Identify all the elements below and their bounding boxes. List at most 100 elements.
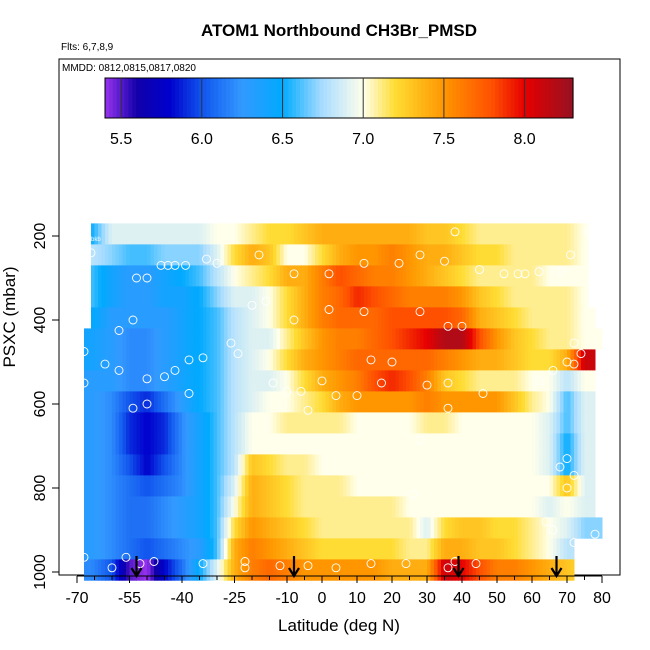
heatmap-cell [318, 454, 323, 476]
heatmap-cell [94, 433, 99, 455]
heatmap-cell [514, 265, 519, 287]
heatmap-cell [343, 517, 347, 539]
observation-point [457, 321, 467, 331]
heatmap-cell [374, 475, 379, 497]
colorbar-swatch [179, 78, 184, 118]
heatmap-cell [416, 265, 421, 287]
heatmap-cell [304, 265, 309, 287]
heatmap-cell [518, 475, 522, 497]
heatmap-cell [588, 433, 592, 455]
heatmap-cell [595, 517, 599, 539]
colorbar-swatch [296, 78, 301, 118]
heatmap-cell [227, 538, 232, 560]
heatmap-cell [490, 412, 494, 434]
colorbar-swatch [261, 78, 266, 118]
heatmap-cell [308, 559, 312, 581]
observation-point [377, 378, 386, 388]
heatmap-cell [98, 433, 102, 455]
colorbar-swatch [206, 78, 211, 118]
heatmap-cell [84, 454, 88, 476]
heatmap-cell [322, 391, 326, 413]
heatmap-cell [479, 370, 484, 392]
heatmap-cell [262, 223, 267, 245]
heatmap-cell [213, 370, 218, 392]
heatmap-cell [343, 538, 347, 560]
heatmap-cell [451, 475, 456, 497]
heatmap-cell [336, 265, 340, 287]
heatmap-cell [420, 265, 424, 287]
heatmap-cell [126, 223, 130, 245]
heatmap-cell [465, 475, 470, 497]
heatmap-cell [241, 391, 246, 413]
heatmap-cell [465, 559, 470, 581]
heatmap-cell [374, 349, 379, 371]
heatmap-cell [154, 244, 158, 266]
heatmap-cell [105, 454, 109, 476]
heatmap-cell [213, 538, 218, 560]
heatmap-cell [150, 265, 155, 287]
heatmap-cell [507, 223, 512, 245]
heatmap-cell [427, 349, 431, 371]
heatmap-cell [497, 433, 501, 455]
heatmap-cell [336, 433, 340, 455]
heatmap-cell [322, 496, 326, 518]
heatmap-cell [280, 538, 284, 560]
colorbar-swatch [249, 78, 254, 118]
heatmap-cell [91, 391, 95, 413]
heatmap-cell [504, 223, 508, 245]
y-tick-label: 800 [32, 475, 49, 502]
heatmap-cell [374, 559, 379, 581]
heatmap-cell [171, 538, 176, 560]
heatmap-cell [395, 517, 400, 539]
heatmap-cell [371, 559, 375, 581]
heatmap-cell [311, 496, 316, 518]
heatmap-cell [112, 265, 116, 287]
heatmap-cell [136, 475, 141, 497]
heatmap-cell [465, 496, 470, 518]
heatmap-cell [364, 517, 368, 539]
observation-point [289, 315, 299, 325]
heatmap-cell [528, 433, 533, 455]
colorbar-swatch [194, 78, 200, 118]
colorbar-swatch [116, 78, 122, 118]
heatmap-cell [591, 349, 596, 371]
heatmap-cell [259, 265, 263, 287]
heatmap-cell [255, 265, 260, 287]
heatmap-cell [248, 433, 253, 455]
heatmap-cell [430, 370, 435, 392]
heatmap-cell [290, 370, 295, 392]
heatmap-cell [269, 391, 274, 413]
heatmap-cell [147, 454, 151, 476]
heatmap-cell [560, 517, 564, 539]
heatmap-cell [224, 475, 228, 497]
heatmap-cell [241, 559, 246, 581]
heatmap-cell [539, 517, 543, 539]
colorbar-swatch [128, 78, 133, 118]
heatmap-cell [84, 559, 88, 581]
heatmap-cell [231, 496, 235, 518]
heatmap-cell [416, 412, 421, 434]
heatmap-cell [434, 433, 438, 455]
colorbar-swatch [420, 78, 426, 118]
heatmap-cell [108, 454, 113, 476]
heatmap-cell [479, 433, 484, 455]
observation-point [450, 227, 460, 237]
heatmap-cell [203, 223, 207, 245]
heatmap-cell [486, 475, 491, 497]
colorbar-tick-label: 7.5 [433, 131, 455, 148]
heatmap-cell [315, 517, 319, 539]
heatmap-cell [339, 412, 344, 434]
heatmap-cell [213, 244, 218, 266]
heatmap-cell [556, 244, 561, 266]
heatmap-cell [301, 391, 305, 413]
heatmap-cell [332, 412, 337, 434]
heatmap-cell [518, 433, 522, 455]
x-axis-label: Latitude (deg N) [278, 616, 400, 635]
heatmap-cell [434, 307, 438, 329]
heatmap-cell [367, 307, 372, 329]
heatmap-cell [413, 265, 417, 287]
heatmap-cell [444, 370, 449, 392]
heatmap-cell [238, 328, 242, 350]
heatmap-cell [122, 265, 127, 287]
heatmap-cell [546, 454, 550, 476]
